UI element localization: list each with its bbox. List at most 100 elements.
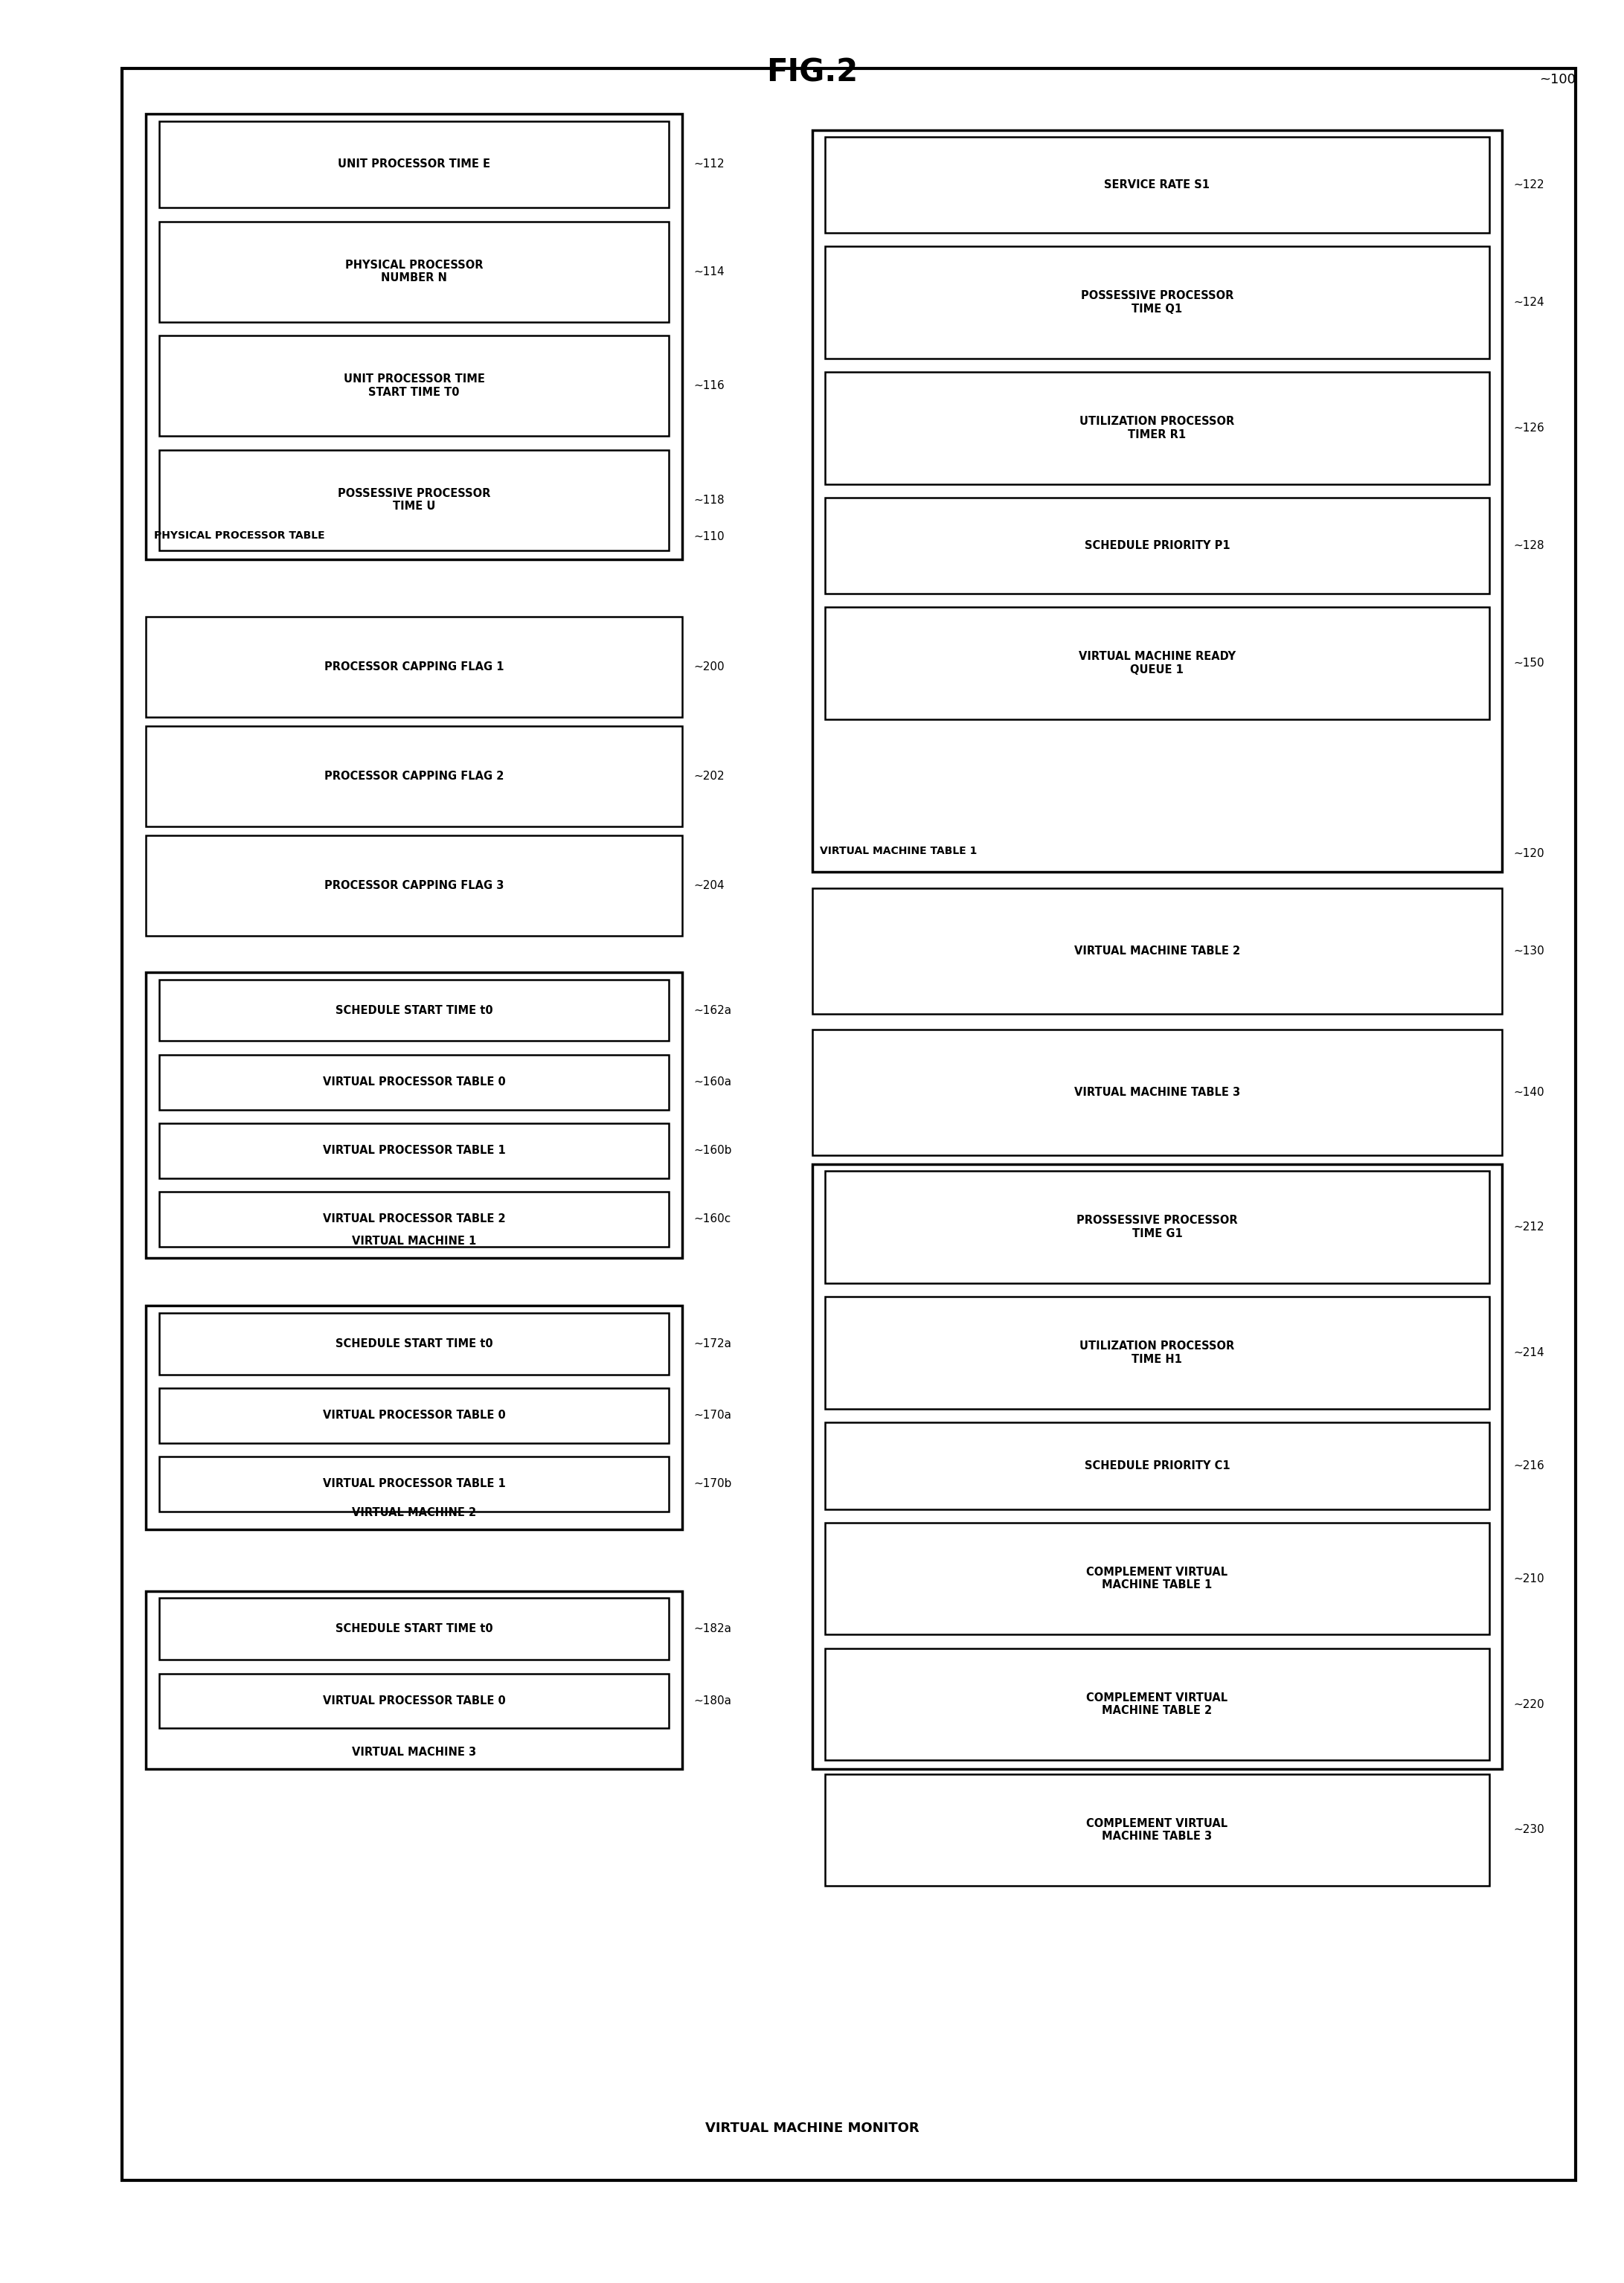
Text: ~160a: ~160a xyxy=(693,1078,731,1087)
Text: PROCESSOR CAPPING FLAG 3: PROCESSOR CAPPING FLAG 3 xyxy=(325,881,503,890)
Text: ~116: ~116 xyxy=(693,381,724,390)
Text: VIRTUAL PROCESSOR TABLE 0: VIRTUAL PROCESSOR TABLE 0 xyxy=(323,1078,505,1087)
FancyBboxPatch shape xyxy=(146,836,682,936)
FancyBboxPatch shape xyxy=(159,1055,669,1110)
FancyBboxPatch shape xyxy=(825,137,1489,233)
Text: ~220: ~220 xyxy=(1514,1699,1544,1710)
Text: VIRTUAL MACHINE 3: VIRTUAL MACHINE 3 xyxy=(352,1746,476,1758)
FancyBboxPatch shape xyxy=(825,1297,1489,1409)
Text: PHYSICAL PROCESSOR TABLE: PHYSICAL PROCESSOR TABLE xyxy=(154,530,325,541)
Text: VIRTUAL PROCESSOR TABLE 0: VIRTUAL PROCESSOR TABLE 0 xyxy=(323,1411,505,1420)
Text: SCHEDULE PRIORITY P1: SCHEDULE PRIORITY P1 xyxy=(1085,541,1229,550)
Text: COMPLEMENT VIRTUAL
MACHINE TABLE 3: COMPLEMENT VIRTUAL MACHINE TABLE 3 xyxy=(1086,1817,1228,1842)
Text: VIRTUAL MACHINE READY
QUEUE 1: VIRTUAL MACHINE READY QUEUE 1 xyxy=(1078,651,1236,676)
FancyBboxPatch shape xyxy=(159,1192,669,1247)
Text: SCHEDULE START TIME t0: SCHEDULE START TIME t0 xyxy=(336,1623,492,1635)
Text: ~160b: ~160b xyxy=(693,1146,732,1155)
FancyBboxPatch shape xyxy=(159,1313,669,1374)
Text: PHYSICAL PROCESSOR
NUMBER N: PHYSICAL PROCESSOR NUMBER N xyxy=(346,260,482,283)
Text: ~210: ~210 xyxy=(1514,1573,1544,1584)
FancyBboxPatch shape xyxy=(159,1388,669,1443)
FancyBboxPatch shape xyxy=(122,68,1575,2180)
Text: VIRTUAL PROCESSOR TABLE 0: VIRTUAL PROCESSOR TABLE 0 xyxy=(323,1696,505,1705)
FancyBboxPatch shape xyxy=(159,1598,669,1660)
Text: PROCESSOR CAPPING FLAG 2: PROCESSOR CAPPING FLAG 2 xyxy=(325,772,503,781)
Text: ~114: ~114 xyxy=(693,267,724,276)
FancyBboxPatch shape xyxy=(159,1457,669,1511)
Text: ~200: ~200 xyxy=(693,662,724,671)
Text: VIRTUAL MACHINE TABLE 1: VIRTUAL MACHINE TABLE 1 xyxy=(820,845,978,856)
Text: ~140: ~140 xyxy=(1514,1087,1544,1098)
Text: ~230: ~230 xyxy=(1514,1824,1544,1836)
Text: SERVICE RATE S1: SERVICE RATE S1 xyxy=(1104,180,1210,189)
FancyBboxPatch shape xyxy=(146,726,682,826)
Text: ~126: ~126 xyxy=(1514,422,1544,434)
Text: UTILIZATION PROCESSOR
TIME H1: UTILIZATION PROCESSOR TIME H1 xyxy=(1080,1340,1234,1365)
Text: ~170b: ~170b xyxy=(693,1479,732,1489)
FancyBboxPatch shape xyxy=(825,607,1489,719)
FancyBboxPatch shape xyxy=(825,1422,1489,1509)
Text: VIRTUAL MACHINE TABLE 2: VIRTUAL MACHINE TABLE 2 xyxy=(1073,945,1241,957)
FancyBboxPatch shape xyxy=(146,616,682,717)
Text: VIRTUAL MACHINE 2: VIRTUAL MACHINE 2 xyxy=(352,1507,476,1518)
Text: ~128: ~128 xyxy=(1514,541,1544,550)
FancyBboxPatch shape xyxy=(159,1673,669,1728)
Text: ~110: ~110 xyxy=(693,532,724,541)
Text: SCHEDULE START TIME t0: SCHEDULE START TIME t0 xyxy=(336,1005,492,1016)
FancyBboxPatch shape xyxy=(159,979,669,1041)
FancyBboxPatch shape xyxy=(825,1171,1489,1283)
Text: UTILIZATION PROCESSOR
TIMER R1: UTILIZATION PROCESSOR TIMER R1 xyxy=(1080,416,1234,441)
FancyBboxPatch shape xyxy=(159,336,669,436)
Text: ~130: ~130 xyxy=(1514,945,1544,957)
FancyBboxPatch shape xyxy=(146,973,682,1258)
Text: COMPLEMENT VIRTUAL
MACHINE TABLE 1: COMPLEMENT VIRTUAL MACHINE TABLE 1 xyxy=(1086,1566,1228,1591)
FancyBboxPatch shape xyxy=(159,1123,669,1178)
Text: VIRTUAL MACHINE TABLE 3: VIRTUAL MACHINE TABLE 3 xyxy=(1073,1087,1241,1098)
FancyBboxPatch shape xyxy=(159,450,669,550)
Text: ~100: ~100 xyxy=(1540,73,1575,87)
Text: ~204: ~204 xyxy=(693,881,724,890)
Text: ~112: ~112 xyxy=(693,160,724,169)
FancyBboxPatch shape xyxy=(146,1306,682,1530)
Text: FIG.2: FIG.2 xyxy=(767,57,857,89)
Text: ~124: ~124 xyxy=(1514,297,1544,308)
FancyBboxPatch shape xyxy=(825,1648,1489,1760)
Text: ~160c: ~160c xyxy=(693,1215,731,1224)
Text: PROSSESSIVE PROCESSOR
TIME G1: PROSSESSIVE PROCESSOR TIME G1 xyxy=(1077,1215,1237,1240)
FancyBboxPatch shape xyxy=(812,130,1502,872)
Text: POSSESSIVE PROCESSOR
TIME U: POSSESSIVE PROCESSOR TIME U xyxy=(338,489,490,511)
Text: UNIT PROCESSOR TIME E: UNIT PROCESSOR TIME E xyxy=(338,160,490,169)
FancyBboxPatch shape xyxy=(812,1164,1502,1769)
Text: ~118: ~118 xyxy=(693,495,724,505)
FancyBboxPatch shape xyxy=(825,498,1489,594)
Text: ~214: ~214 xyxy=(1514,1347,1544,1358)
Text: COMPLEMENT VIRTUAL
MACHINE TABLE 2: COMPLEMENT VIRTUAL MACHINE TABLE 2 xyxy=(1086,1692,1228,1717)
Text: UNIT PROCESSOR TIME
START TIME T0: UNIT PROCESSOR TIME START TIME T0 xyxy=(344,374,484,397)
Text: VIRTUAL PROCESSOR TABLE 1: VIRTUAL PROCESSOR TABLE 1 xyxy=(323,1146,505,1155)
FancyBboxPatch shape xyxy=(159,221,669,322)
Text: ~182a: ~182a xyxy=(693,1623,731,1635)
FancyBboxPatch shape xyxy=(825,1523,1489,1635)
FancyBboxPatch shape xyxy=(825,247,1489,358)
Text: ~162a: ~162a xyxy=(693,1005,731,1016)
Text: VIRTUAL PROCESSOR TABLE 1: VIRTUAL PROCESSOR TABLE 1 xyxy=(323,1479,505,1489)
Text: VIRTUAL PROCESSOR TABLE 2: VIRTUAL PROCESSOR TABLE 2 xyxy=(323,1215,505,1224)
Text: ~170a: ~170a xyxy=(693,1411,731,1420)
FancyBboxPatch shape xyxy=(146,114,682,559)
FancyBboxPatch shape xyxy=(825,372,1489,484)
FancyBboxPatch shape xyxy=(812,888,1502,1014)
Text: PROCESSOR CAPPING FLAG 1: PROCESSOR CAPPING FLAG 1 xyxy=(325,662,503,671)
Text: ~120: ~120 xyxy=(1514,849,1544,858)
Text: ~202: ~202 xyxy=(693,772,724,781)
Text: ~180a: ~180a xyxy=(693,1696,731,1705)
FancyBboxPatch shape xyxy=(146,1591,682,1769)
Text: POSSESSIVE PROCESSOR
TIME Q1: POSSESSIVE PROCESSOR TIME Q1 xyxy=(1080,290,1234,315)
Text: ~122: ~122 xyxy=(1514,180,1544,189)
Text: VIRTUAL MACHINE MONITOR: VIRTUAL MACHINE MONITOR xyxy=(705,2121,919,2135)
Text: SCHEDULE START TIME t0: SCHEDULE START TIME t0 xyxy=(336,1338,492,1349)
FancyBboxPatch shape xyxy=(159,121,669,208)
FancyBboxPatch shape xyxy=(825,1774,1489,1886)
Text: SCHEDULE PRIORITY C1: SCHEDULE PRIORITY C1 xyxy=(1085,1461,1229,1470)
Text: ~212: ~212 xyxy=(1514,1221,1544,1233)
Text: VIRTUAL MACHINE 1: VIRTUAL MACHINE 1 xyxy=(352,1235,476,1247)
